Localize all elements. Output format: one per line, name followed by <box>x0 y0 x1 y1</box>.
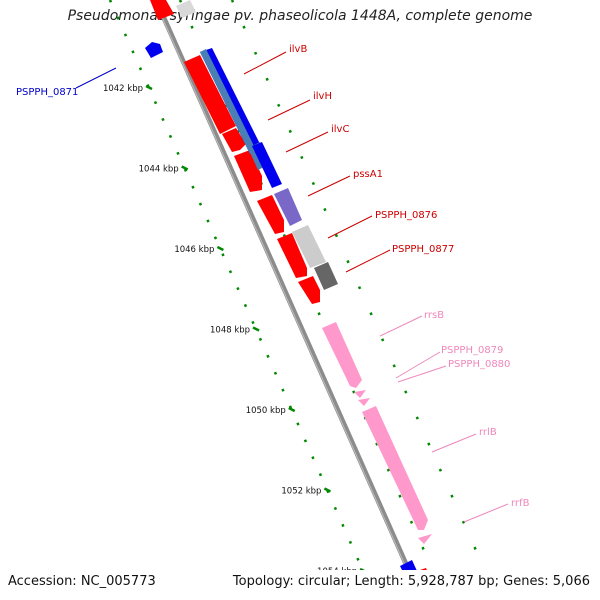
feature-pssA1-lavender[interactable] <box>274 188 302 226</box>
ruler-tick-label: 1042 kbp <box>103 84 143 94</box>
feature-rrlB[interactable] <box>362 406 428 530</box>
ruler-major-tick <box>145 84 153 91</box>
gene-label-rrfB[interactable]: rrfB <box>511 498 530 509</box>
gene-label-rrsB[interactable]: rrsB <box>424 310 444 321</box>
feature-ilvC-red[interactable] <box>234 150 262 192</box>
ruler-tick-label: 1044 kbp <box>139 165 179 175</box>
gene-label-rrlB[interactable]: rrlB <box>479 427 497 438</box>
genome-backbone-highlight <box>154 0 408 570</box>
feature-pssA1-red[interactable] <box>257 195 284 234</box>
ruler-tick-label: 1046 kbp <box>174 245 214 255</box>
feature-PSPPH_0879[interactable] <box>354 390 366 398</box>
reverse-strand-features <box>145 0 320 304</box>
dotted-guide-row <box>230 0 487 570</box>
ruler-tick-label: 1048 kbp <box>210 326 250 336</box>
gene-label-PSPPH_0871[interactable]: PSPPH_0871 <box>16 87 78 98</box>
ruler-major-tick <box>359 567 365 570</box>
feature-bottom-red[interactable] <box>414 568 432 582</box>
feature-PSPPH_0880[interactable] <box>358 398 370 406</box>
ruler-tick-label: 1054 kbp <box>317 567 357 577</box>
ruler-tick-labels: 1042 kbp 1044 kbp 1046 kbp 1048 kbp 1050 kbp… <box>103 84 357 577</box>
label-connectors <box>75 51 509 523</box>
genome-summary-text: Topology: circular; Length: 5,928,787 bp… <box>232 574 590 589</box>
ruler-major-tick <box>216 245 224 252</box>
ruler-major-tick <box>252 326 260 332</box>
feature-0877-red[interactable] <box>298 276 320 304</box>
forward-strand-features <box>176 0 432 582</box>
ruler-major-tick <box>181 165 189 171</box>
feature-ilvB-red[interactable] <box>184 55 236 134</box>
gene-label-ilvB[interactable]: ilvB <box>289 44 307 55</box>
ruler-major-tick <box>323 487 331 493</box>
feature-ilvC-blue[interactable] <box>252 142 282 188</box>
gene-label-ilvC[interactable]: ilvC <box>331 124 349 135</box>
gene-label-PSPPH_0876[interactable]: PSPPH_0876 <box>375 210 437 221</box>
feature-ilvB-steel[interactable] <box>200 49 256 154</box>
gene-label-ilvH[interactable]: ilvH <box>313 91 332 102</box>
gene-label-PSPPH_0877[interactable]: PSPPH_0877 <box>392 244 454 255</box>
feature-bottom-blue[interactable] <box>400 560 422 582</box>
feature-rrfB[interactable] <box>418 534 432 544</box>
gene-label-PSPPH_0879[interactable]: PSPPH_0879 <box>441 345 503 356</box>
accession-text: Accession: NC_005773 <box>8 574 156 589</box>
ruler-major-tick <box>288 406 296 413</box>
feature-rrsB[interactable] <box>322 322 362 388</box>
feature-ilvH-red[interactable] <box>222 128 246 152</box>
gene-label-pssA1[interactable]: pssA1 <box>353 169 383 180</box>
ruler-tick-label: 1050 kbp <box>246 406 286 416</box>
ruler-tick-label: 1052 kbp <box>281 487 321 497</box>
gene-labels: PSPPH_0871 ilvB ilvH ilvC pssA1 PSPPH_08… <box>16 44 530 509</box>
feature-psp0871-arrow[interactable] <box>145 42 163 58</box>
feature-top-gray[interactable] <box>176 0 196 18</box>
feature-0876-red[interactable] <box>277 233 307 278</box>
genome-backbone <box>153 0 412 570</box>
dotted-guide-row <box>108 0 365 570</box>
ruler-dotted-guides <box>108 0 487 570</box>
feature-0876-gray[interactable] <box>292 225 326 268</box>
gene-label-PSPPH_0880[interactable]: PSPPH_0880 <box>448 359 510 370</box>
feature-top-red[interactable] <box>150 0 174 20</box>
feature-0877-darkgray[interactable] <box>314 262 338 290</box>
